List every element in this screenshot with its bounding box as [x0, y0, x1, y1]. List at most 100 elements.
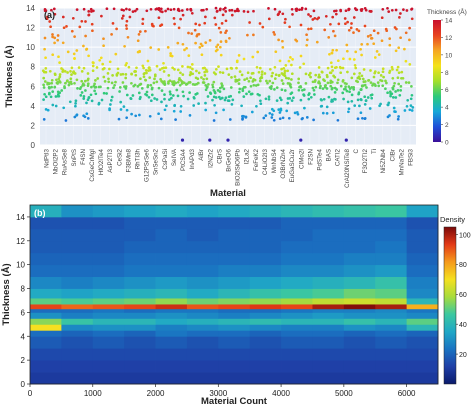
heatmap-cell — [61, 205, 94, 218]
data-point — [367, 78, 371, 82]
data-point — [73, 115, 77, 119]
data-point — [87, 13, 91, 17]
data-point — [42, 83, 45, 87]
heatmap-cell — [155, 312, 188, 319]
data-point — [171, 94, 175, 97]
y-tick-label: 0 — [21, 380, 26, 389]
heatmap-cell — [312, 252, 345, 266]
x-tick-label: I2NZr2 — [207, 148, 214, 167]
data-point — [80, 70, 84, 73]
data-point — [105, 92, 108, 95]
data-point — [363, 103, 367, 106]
data-point — [75, 78, 79, 82]
data-point — [144, 69, 148, 72]
heatmap-cell — [218, 308, 251, 313]
data-point — [279, 98, 283, 102]
data-point — [148, 76, 152, 79]
data-point — [386, 6, 389, 10]
heatmap-cell — [375, 304, 408, 310]
data-point — [273, 33, 276, 36]
data-point — [177, 26, 181, 30]
data-point — [80, 91, 84, 94]
heatmap-cell — [281, 264, 313, 277]
data-point — [160, 100, 163, 104]
data-point — [54, 104, 58, 108]
data-point — [392, 84, 396, 88]
x-tick-label: CeSi2 — [116, 148, 123, 165]
data-point — [87, 96, 91, 99]
data-point — [268, 111, 272, 115]
data-point — [219, 97, 222, 101]
x-tick-label: G12PSrSe6 — [144, 148, 151, 182]
y-tick-label: 4 — [21, 332, 26, 341]
data-point — [204, 15, 207, 19]
heatmap-cell — [30, 318, 62, 325]
data-point — [121, 72, 125, 76]
data-point — [67, 83, 71, 87]
x-tick-label: F4SN — [80, 149, 87, 165]
data-point — [106, 72, 110, 75]
data-point — [352, 72, 356, 76]
data-point — [264, 114, 268, 117]
heatmap-cell — [218, 288, 251, 299]
data-point — [361, 116, 364, 120]
data-point — [102, 75, 106, 79]
data-point — [155, 64, 159, 68]
heatmap-cell — [312, 264, 345, 277]
data-point — [113, 83, 116, 87]
data-point — [160, 10, 164, 14]
data-point — [342, 87, 346, 91]
heatmap-cell — [186, 216, 219, 230]
heatmap-cell — [281, 205, 313, 218]
data-point — [160, 66, 164, 70]
data-point — [329, 61, 333, 65]
data-point — [175, 88, 179, 92]
data-point — [75, 49, 79, 52]
data-point — [153, 97, 156, 100]
x-tick-label: BAS — [326, 149, 333, 161]
data-point — [72, 52, 76, 56]
heatmap-cell — [186, 276, 219, 289]
data-point — [354, 50, 358, 54]
data-point — [381, 84, 385, 88]
data-point — [307, 27, 310, 31]
data-point — [66, 50, 70, 54]
data-point — [214, 49, 218, 53]
data-point — [281, 82, 285, 85]
data-point — [111, 74, 114, 77]
data-point — [262, 116, 266, 120]
data-point — [363, 80, 367, 83]
data-point — [56, 90, 60, 94]
data-point — [223, 98, 227, 102]
data-point — [96, 77, 100, 80]
heatmap-cell — [406, 360, 439, 373]
heatmap-cell — [30, 348, 62, 361]
x-tick-label: CIMo2I — [298, 149, 305, 169]
data-point — [50, 78, 54, 82]
data-point — [121, 14, 125, 18]
data-point — [359, 47, 362, 51]
data-point — [138, 113, 141, 117]
data-point — [321, 87, 325, 90]
data-point — [331, 111, 335, 115]
data-point — [134, 114, 138, 118]
heatmap-cell — [92, 228, 125, 242]
data-point — [385, 81, 388, 85]
data-point — [132, 84, 136, 88]
data-point — [377, 53, 381, 56]
data-point — [302, 88, 306, 91]
data-point — [341, 80, 345, 83]
data-point — [131, 10, 135, 13]
data-point — [142, 72, 146, 76]
data-point — [363, 117, 367, 121]
data-point — [249, 84, 253, 88]
x-tick-label: RuAsSe8 — [62, 148, 69, 175]
data-point — [323, 28, 327, 32]
data-point — [327, 95, 331, 99]
heatmap-cell — [281, 216, 313, 230]
data-point — [236, 7, 239, 11]
heatmap-cell — [375, 308, 408, 313]
x-tick-label: F3O2TI2 — [362, 148, 369, 173]
panel-b-frame — [29, 204, 439, 385]
data-point — [387, 10, 391, 13]
